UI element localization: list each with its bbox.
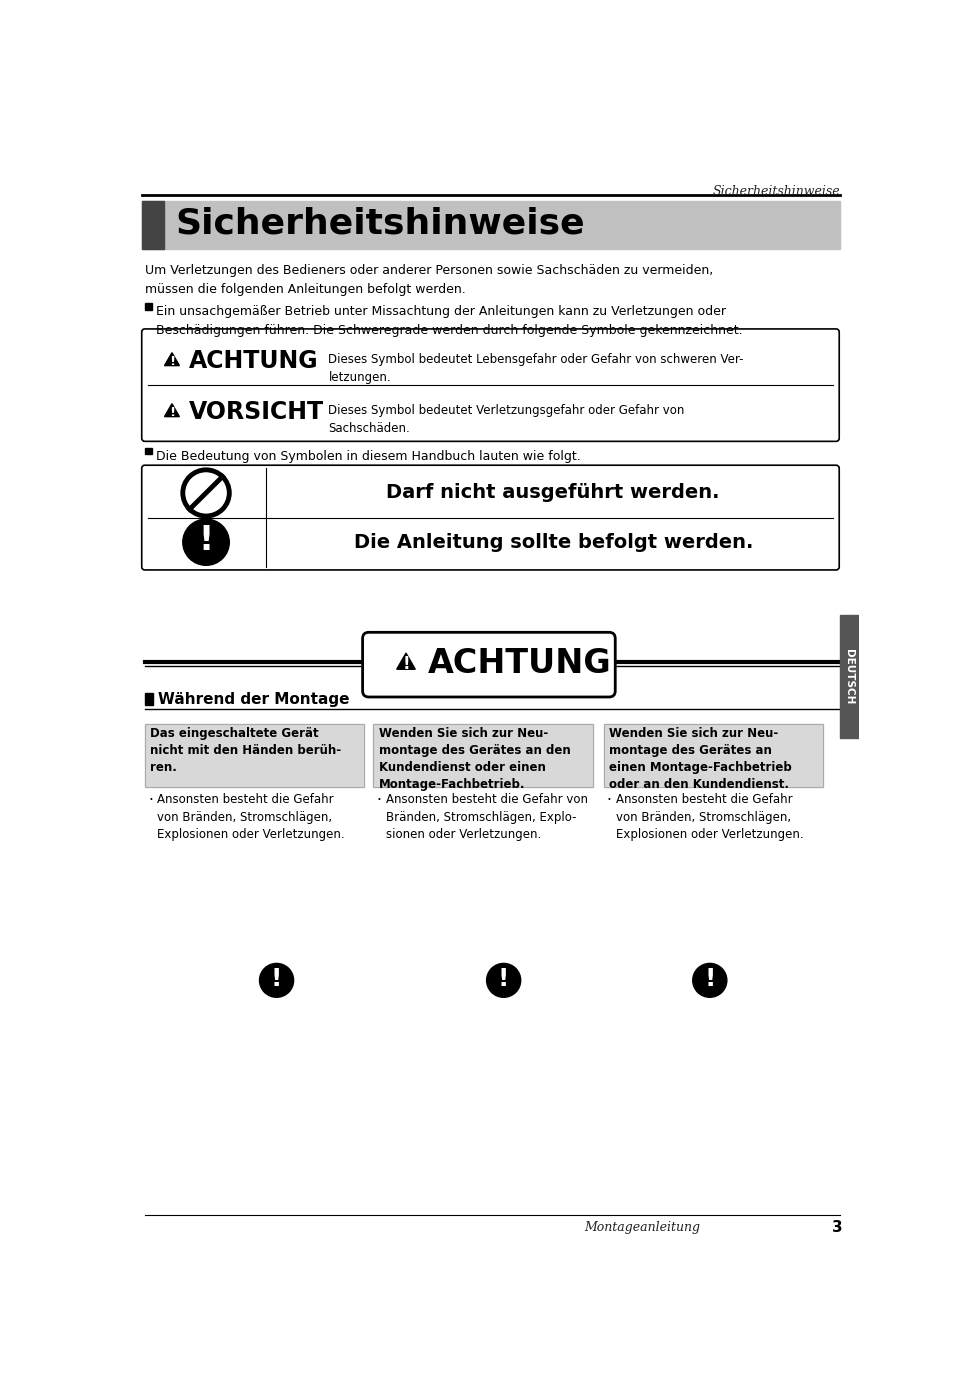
- Bar: [840, 615, 858, 738]
- FancyBboxPatch shape: [142, 465, 839, 570]
- Bar: [145, 693, 152, 706]
- Text: !: !: [271, 967, 282, 991]
- Text: Ein unsachgemäßer Betrieb unter Missachtung der Anleitungen kann zu Verletzungen: Ein unsachgemäßer Betrieb unter Missacht…: [155, 305, 741, 336]
- Text: Dieses Symbol bedeutet Lebensgefahr oder Gefahr von schweren Ver-
letzungen.: Dieses Symbol bedeutet Lebensgefahr oder…: [328, 353, 743, 384]
- Text: ·: ·: [606, 794, 611, 808]
- Text: !: !: [198, 524, 213, 557]
- Text: Montageanleitung: Montageanleitung: [583, 1221, 700, 1233]
- Polygon shape: [396, 652, 415, 669]
- Bar: [145, 302, 152, 309]
- Text: Wenden Sie sich zur Neu-
montage des Gerätes an den
Kundendienst oder einen
Mont: Wenden Sie sich zur Neu- montage des Ger…: [378, 727, 570, 791]
- FancyBboxPatch shape: [142, 329, 839, 441]
- Bar: [603, 724, 822, 787]
- Text: 3: 3: [831, 1219, 842, 1235]
- Text: Ansonsten besteht die Gefahr
von Bränden, Stromschlägen,
Explosionen oder Verlet: Ansonsten besteht die Gefahr von Bränden…: [157, 794, 344, 841]
- Text: Darf nicht ausgeführt werden.: Darf nicht ausgeführt werden.: [386, 483, 720, 503]
- Text: Ansonsten besteht die Gefahr
von Bränden, Stromschlägen,
Explosionen oder Verlet: Ansonsten besteht die Gefahr von Bränden…: [616, 794, 802, 841]
- Bar: [603, 724, 822, 787]
- Text: Die Bedeutung von Symbolen in diesem Handbuch lauten wie folgt.: Die Bedeutung von Symbolen in diesem Han…: [155, 449, 579, 463]
- Circle shape: [692, 963, 726, 997]
- Text: !: !: [703, 967, 715, 991]
- Text: Ansonsten besteht die Gefahr von
Bränden, Stromschlägen, Explo-
sionen oder Verl: Ansonsten besteht die Gefahr von Bränden…: [385, 794, 587, 841]
- Polygon shape: [164, 403, 179, 417]
- Text: !: !: [169, 406, 174, 419]
- Bar: [145, 724, 364, 787]
- Text: ACHTUNG: ACHTUNG: [189, 349, 318, 372]
- Polygon shape: [164, 353, 179, 365]
- Circle shape: [183, 519, 229, 566]
- Text: Wenden Sie sich zur Neu-
montage des Gerätes an
einen Montage-Fachbetrieb
oder a: Wenden Sie sich zur Neu- montage des Ger…: [608, 727, 791, 791]
- Text: Sicherheitshinweise: Sicherheitshinweise: [712, 185, 840, 197]
- Text: ·: ·: [376, 794, 381, 808]
- Bar: [373, 724, 592, 787]
- Text: !: !: [402, 655, 410, 673]
- Text: !: !: [497, 967, 509, 991]
- Text: Die Anleitung sollte befolgt werden.: Die Anleitung sollte befolgt werden.: [354, 533, 752, 552]
- Circle shape: [486, 963, 520, 997]
- Text: Sicherheitshinweise: Sicherheitshinweise: [174, 206, 584, 241]
- Text: Um Verletzungen des Bedieners oder anderer Personen sowie Sachschäden zu vermeid: Um Verletzungen des Bedieners oder ander…: [145, 265, 712, 295]
- Bar: [145, 448, 152, 455]
- Text: DEUTSCH: DEUTSCH: [843, 648, 853, 704]
- Bar: [373, 724, 592, 787]
- Text: ·: ·: [148, 794, 152, 808]
- Text: !: !: [169, 356, 174, 368]
- Text: VORSICHT: VORSICHT: [189, 400, 324, 424]
- Bar: [145, 724, 364, 787]
- Text: ACHTUNG: ACHTUNG: [427, 647, 611, 679]
- Text: Während der Montage: Während der Montage: [158, 692, 349, 707]
- Text: Das eingeschaltete Gerät
nicht mit den Händen berüh-
ren.: Das eingeschaltete Gerät nicht mit den H…: [150, 727, 341, 774]
- Bar: [142, 202, 840, 249]
- FancyBboxPatch shape: [362, 633, 615, 697]
- Bar: [142, 202, 164, 249]
- Circle shape: [259, 963, 294, 997]
- Text: Dieses Symbol bedeutet Verletzungsgefahr oder Gefahr von
Sachschäden.: Dieses Symbol bedeutet Verletzungsgefahr…: [328, 405, 684, 435]
